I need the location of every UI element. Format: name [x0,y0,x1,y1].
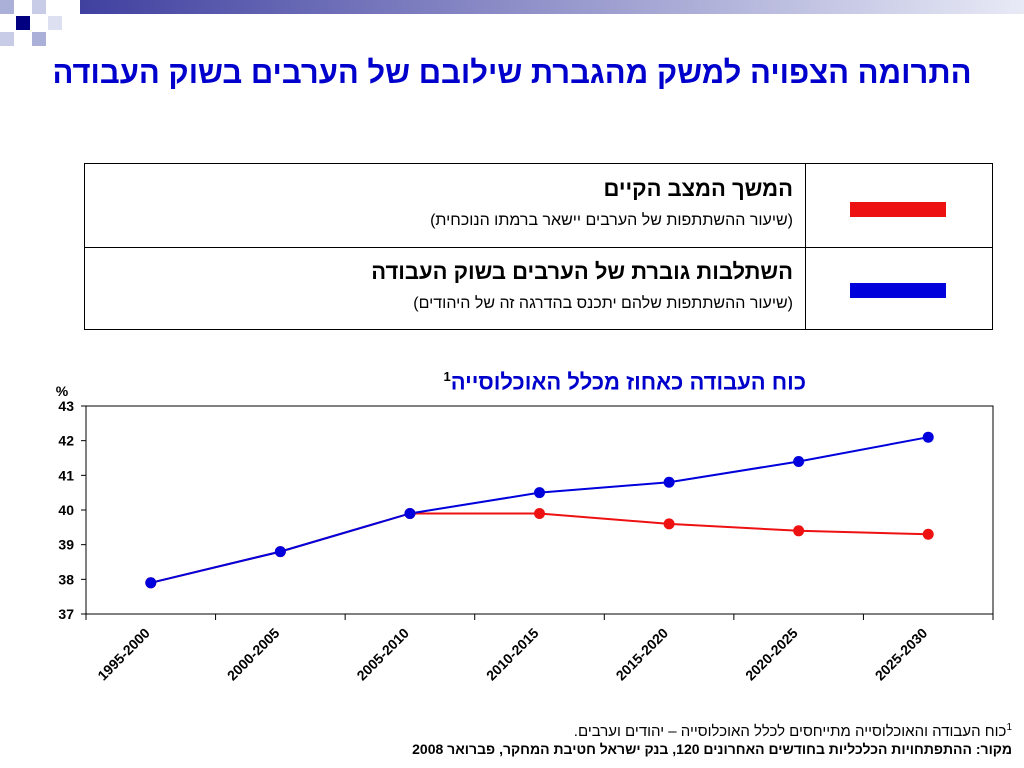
footnote-text: כוח העבודה והאוכלוסייה מתייחסים לכלל האו… [573,723,1007,740]
line-chart: 37 38 39 40 41 42 43% 1995-2000 2000-2005 2005-20… [56,383,994,684]
x-tick-label: 2010-2015 [483,625,542,684]
x-tick-label: 2015-2020 [613,625,672,684]
x-tick-label: 2025-2030 [872,625,931,684]
data-point-series-0 [534,507,545,519]
data-point-series-1 [793,455,805,467]
x-tick-label: 2000-2005 [224,625,283,684]
legend-row-current: המשך המצב הקיים (שיעור ההשתתפות של הערבי… [85,164,992,248]
legend-sub-text: (שיעור ההשתתפות של הערבים יישאר ברמתו הנ… [430,212,793,229]
x-tick-label: 2005-2010 [353,625,412,684]
y-tick-label: 43 [58,398,74,414]
data-point-series-1 [663,476,675,488]
legend-swatch-cell [805,164,992,247]
footnote: 1כוח העבודה והאוכלוסייה מתייחסים לכלל הא… [574,718,1012,742]
series-line-0 [150,512,929,584]
source-note: מקור: ההתפתחויות הכלכליות בחודשים האחרונ… [412,741,1012,757]
legend-main-text: המשך המצב הקיים [603,176,794,201]
y-tick-label: 41 [58,467,74,483]
legend-main-text: השתלבות גוברת של הערבים בשוק העבודה [371,259,793,284]
chart-title-text: כוח העבודה כאחוז מכלל האוכלוסייה [450,369,806,395]
data-point-series-1 [534,487,545,499]
legend-sub-text: (שיעור ההשתתפות שלהם יתכנס בהדרגה זה של … [413,295,793,312]
chart-title-footnote-mark: 1 [443,369,451,384]
y-axis-label: % [56,383,69,399]
legend-table: המשך המצב הקיים (שיעור ההשתתפות של הערבי… [84,163,993,330]
y-tick-label: 42 [58,433,74,449]
legend-text-cell: השתלבות גוברת של הערבים בשוק העבודה (שיע… [85,247,805,330]
x-tick-label: 2020-2025 [742,625,801,684]
legend-swatch-blue [850,283,946,298]
y-tick-label: 39 [58,537,74,553]
y-tick-label: 38 [58,571,74,587]
data-point-series-1 [145,577,157,589]
legend-text-cell: המשך המצב הקיים (שיעור ההשתתפות של הערבי… [85,164,805,247]
data-point-series-0 [793,525,805,537]
data-point-series-1 [274,546,286,558]
y-tick-label: 40 [58,502,74,518]
data-point-series-0 [663,518,675,530]
x-tick-label: 1995-2000 [94,625,153,684]
data-point-series-0 [922,528,934,540]
data-point-series-1 [404,507,416,519]
legend-swatch-cell [805,247,992,330]
data-point-series-1 [922,431,934,443]
chart-title: כוח העבודה כאחוז מכלל האוכלוסייה1 [200,369,806,395]
y-tick-label: 37 [58,606,74,622]
footnote-mark: 1 [1006,722,1012,733]
legend-row-integration: השתלבות גוברת של הערבים בשוק העבודה (שיע… [85,247,992,330]
legend-swatch-red [850,202,946,217]
page-title: התרומה הצפויה למשק מהגברת שילובם של הערב… [52,55,972,90]
